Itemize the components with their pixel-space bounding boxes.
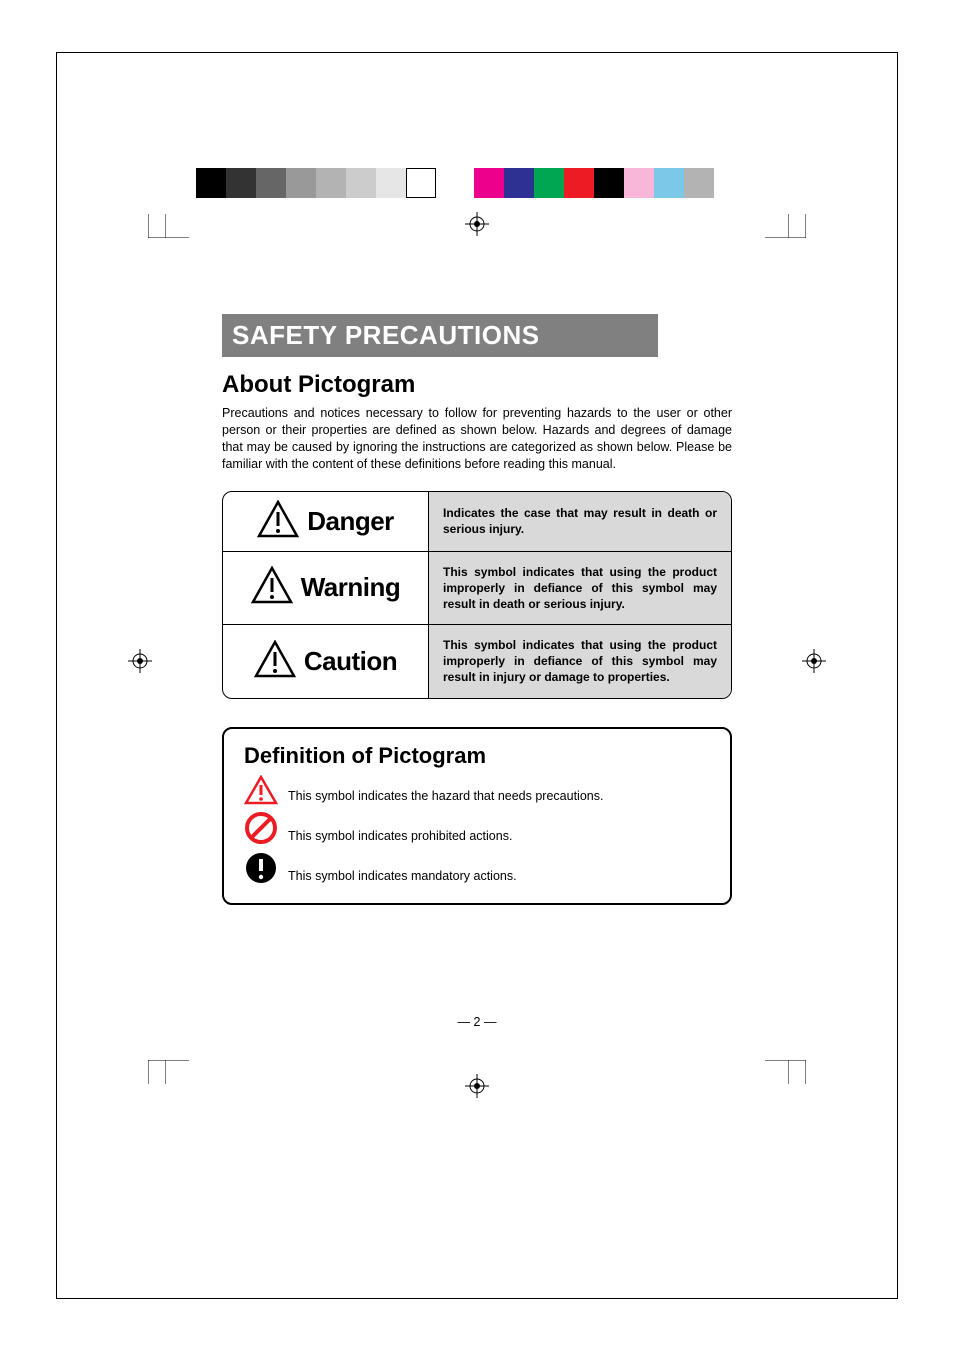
swatch	[624, 168, 654, 198]
definition-text: This symbol indicates the hazard that ne…	[288, 789, 603, 805]
definition-title: Definition of Pictogram	[244, 743, 710, 769]
row-desc: This symbol indicates that using the pro…	[428, 625, 731, 698]
definition-box: Definition of Pictogram This symbol indi…	[222, 727, 732, 905]
swatch	[684, 168, 714, 198]
definition-text: This symbol indicates mandatory actions.	[288, 869, 517, 885]
row-label-cell: Caution	[223, 625, 428, 698]
registration-mark-icon	[465, 1074, 489, 1098]
pictogram-table: Danger Indicates the case that may resul…	[222, 491, 732, 699]
registration-mark-icon	[128, 649, 152, 673]
warning-triangle-icon	[257, 500, 299, 543]
table-row: Caution This symbol indicates that using…	[223, 624, 731, 698]
swatch	[564, 168, 594, 198]
warning-triangle-icon	[251, 566, 293, 609]
crop-mark-icon	[165, 1060, 201, 1096]
row-desc: This symbol indicates that using the pro…	[428, 552, 731, 625]
swatch	[316, 168, 346, 198]
definition-row: This symbol indicates mandatory actions.	[244, 851, 710, 885]
swatch	[226, 168, 256, 198]
swatch	[654, 168, 684, 198]
definition-row: This symbol indicates the hazard that ne…	[244, 775, 710, 805]
swatch	[504, 168, 534, 198]
registration-mark-icon	[802, 649, 826, 673]
crop-mark-icon	[753, 202, 789, 238]
mandatory-icon	[244, 851, 280, 885]
hazard-icon	[244, 775, 280, 805]
table-row: Warning This symbol indicates that using…	[223, 551, 731, 625]
swatch	[376, 168, 406, 198]
swatch	[474, 168, 504, 198]
crop-mark-icon	[753, 1060, 789, 1096]
color-strip	[474, 168, 714, 198]
swatch	[286, 168, 316, 198]
intro-paragraph: Precautions and notices necessary to fol…	[222, 405, 732, 473]
crop-mark-icon	[165, 202, 201, 238]
definition-text: This symbol indicates prohibited actions…	[288, 829, 512, 845]
row-label: Danger	[307, 506, 394, 537]
table-row: Danger Indicates the case that may resul…	[223, 492, 731, 551]
warning-triangle-icon	[254, 640, 296, 683]
row-label-cell: Danger	[223, 492, 428, 551]
registration-mark-icon	[465, 212, 489, 236]
row-label: Warning	[301, 572, 401, 603]
prohibit-icon	[244, 811, 280, 845]
swatch	[534, 168, 564, 198]
page-number: — 2 —	[0, 1015, 954, 1029]
row-label-cell: Warning	[223, 552, 428, 625]
swatch	[256, 168, 286, 198]
definition-row: This symbol indicates prohibited actions…	[244, 811, 710, 845]
grayscale-color-strip	[196, 168, 436, 198]
swatch	[594, 168, 624, 198]
row-label: Caution	[304, 646, 397, 677]
swatch	[346, 168, 376, 198]
subheading: About Pictogram	[222, 371, 732, 399]
section-title-band: SAFETY PRECAUTIONS	[222, 314, 658, 357]
swatch	[196, 168, 226, 198]
swatch	[406, 168, 436, 198]
document-content: SAFETY PRECAUTIONS About Pictogram Preca…	[222, 314, 732, 905]
row-desc: Indicates the case that may result in de…	[428, 492, 731, 551]
